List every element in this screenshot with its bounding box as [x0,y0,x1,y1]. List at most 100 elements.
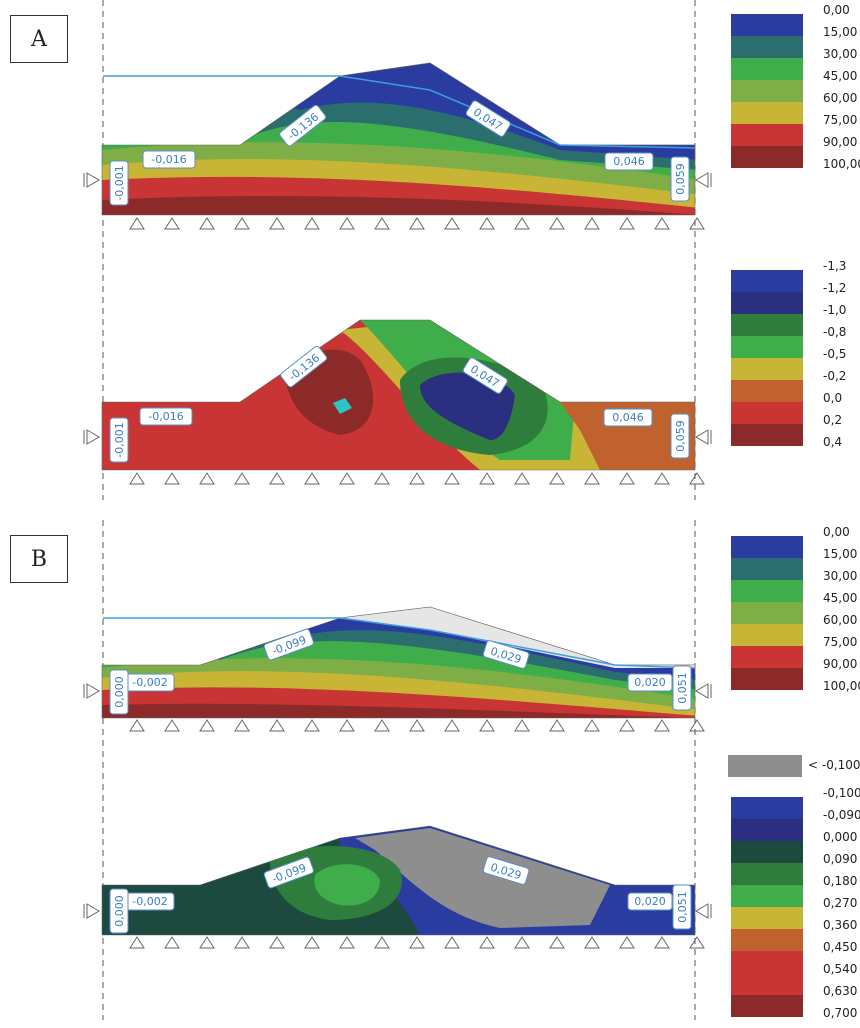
legend-label: 60,00 [823,613,858,627]
support-triangle [619,472,635,485]
support-triangle [444,936,460,949]
support-triangle [514,936,530,949]
support-triangle [619,719,635,732]
support-triangle [234,472,250,485]
legend-swatch [731,841,803,863]
legend-label: 0,270 [823,896,858,910]
legend-swatch [731,36,803,58]
support-triangle [339,472,355,485]
support-triangle [129,936,145,949]
support-triangle [374,217,390,230]
legend-swatch [731,580,803,602]
support-triangle [654,217,670,230]
label-a2-left-vertical: -0,001 [109,417,129,463]
legend-label: 0,2 [823,413,843,427]
support-triangle [549,719,565,732]
legend-label: 15,00 [823,547,858,561]
legend-label: -1,2 [823,281,847,295]
support-triangle [269,936,285,949]
svg-text:-0,002: -0,002 [132,895,167,908]
legend-swatch [731,907,803,929]
svg-text:0,051: 0,051 [676,891,689,923]
support-triangle [654,719,670,732]
section-label-a: A [10,15,68,63]
legend-swatch [731,336,803,358]
support-triangle [129,472,145,485]
support-triangle [129,217,145,230]
support-triangle [444,719,460,732]
support-triangle [304,217,320,230]
legend-label: 0,540 [823,962,858,976]
label-b2-left: -0,002 [125,892,175,911]
legend-swatch [731,102,803,124]
svg-text:0,000: 0,000 [113,895,126,927]
support-triangle [549,217,565,230]
support-triangle [409,936,425,949]
legend-label: 0,4 [823,435,843,449]
legend-label: -1,0 [823,303,847,317]
legend-label: 100,00 [823,157,860,171]
label-b2-left-vertical: 0,000 [109,888,129,934]
label-a2-right-vertical: 0,059 [670,413,690,459]
legend-swatch [731,424,803,446]
legend-label: -0,090 [823,808,860,822]
support-triangle [304,719,320,732]
legend-label: 45,00 [823,591,858,605]
legend-label: 0,450 [823,940,858,954]
label-a1-right: 0,046 [604,152,654,171]
support-triangle [199,217,215,230]
legend-label: 75,00 [823,635,858,649]
legend-label: -0,100 [823,786,860,800]
support-triangle [409,472,425,485]
label-b2-right-vertical: 0,051 [672,884,692,930]
svg-text:0,020: 0,020 [634,895,666,908]
legend-label: 0,00 [823,3,850,17]
svg-text:-0,001: -0,001 [113,165,126,200]
svg-text:0,046: 0,046 [612,411,644,424]
support-triangle [514,472,530,485]
legend-label: -0,5 [823,347,847,361]
legend-swatch [731,646,803,668]
support-triangle [234,719,250,732]
legend-swatch [731,314,803,336]
support-triangle [164,936,180,949]
support-triangle [689,217,705,230]
support-triangle [304,472,320,485]
support-triangle [584,936,600,949]
svg-text:0,046: 0,046 [613,155,645,168]
support-triangle [164,217,180,230]
support-triangle [199,719,215,732]
legend-swatch [731,558,803,580]
legend-swatch [731,797,803,819]
support-triangle [689,936,705,949]
label-b2-right: 0,020 [627,892,673,911]
support-triangle [584,472,600,485]
support-triangle [129,719,145,732]
support-triangle [269,719,285,732]
legend-label: 100,00 [823,679,860,693]
panel-a-saturation [101,62,696,216]
legend-label: -0,2 [823,369,847,383]
support-triangle [584,217,600,230]
support-triangle [409,719,425,732]
label-a2-right: 0,046 [603,408,653,427]
support-triangle [339,936,355,949]
legend-swatch [731,602,803,624]
legend-swatch [731,536,803,558]
legend-label: 0,090 [823,852,858,866]
legend-swatch [731,973,803,995]
support-triangle [479,472,495,485]
legend-swatch [731,624,803,646]
support-triangle [479,217,495,230]
legend-label: 90,00 [823,657,858,671]
svg-text:0,051: 0,051 [676,672,689,704]
svg-text:-0,016: -0,016 [151,153,186,166]
legend-label: 30,00 [823,47,858,61]
support-triangle [234,217,250,230]
legend-label: 90,00 [823,135,858,149]
support-triangle [409,217,425,230]
support-triangle [234,936,250,949]
gray-key-label: < -0,100 [808,758,860,772]
label-a1-left-vertical: -0,001 [109,160,129,206]
